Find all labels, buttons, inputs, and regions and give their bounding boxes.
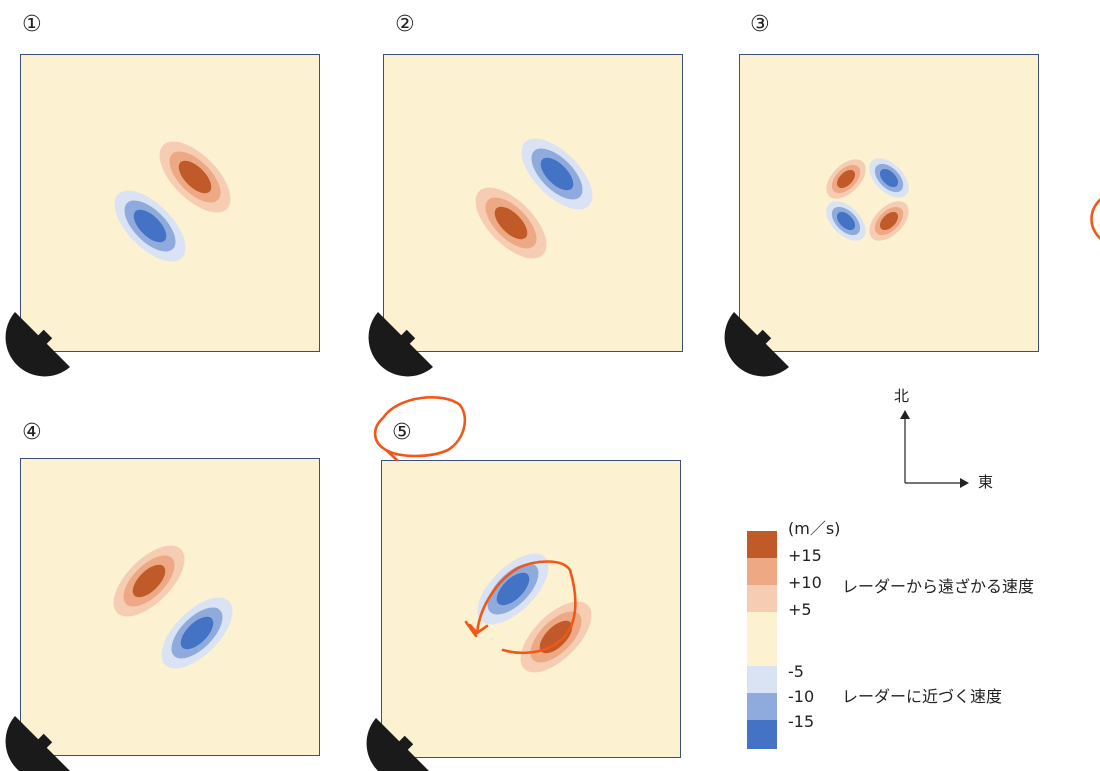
velocity-panel-2 <box>383 54 683 352</box>
panel-label-4: ④ <box>22 420 42 445</box>
radar-dish <box>5 312 70 377</box>
compass-east-label: 東 <box>978 473 994 491</box>
panel-label-2: ② <box>395 12 415 37</box>
legend-swatch-recede-mid <box>747 558 777 585</box>
receding-lobe-contour <box>879 211 899 231</box>
panel-label-5: ⑤ <box>392 420 412 445</box>
receding-lobe <box>159 141 231 213</box>
receding-lobe-contour <box>494 206 528 240</box>
receding-lobe <box>113 545 185 617</box>
approaching-lobe <box>869 158 909 198</box>
radar-feed <box>752 329 772 349</box>
approaching-lobe-contour <box>836 211 856 231</box>
approaching-lobe-contour <box>133 209 167 243</box>
rotation-arrow-annotation <box>464 560 577 655</box>
panel-label-1: ① <box>22 12 42 37</box>
approaching-lobe <box>826 201 866 241</box>
legend-receding-label: レーダーから遠ざかる速度 <box>842 577 1035 596</box>
approaching-lobe-contour <box>496 572 530 606</box>
radar-feed <box>394 735 414 755</box>
velocity-panel-3 <box>739 54 1039 352</box>
legend-approaching-label: レーダーに近づく速度 <box>842 687 1003 706</box>
approaching-lobe-contour <box>879 168 899 188</box>
cropped-annotation <box>1090 198 1100 240</box>
receding-lobe <box>869 201 909 241</box>
compass-arrows <box>900 410 969 488</box>
receding-lobe-contour <box>539 620 573 654</box>
radar-dish <box>368 312 433 377</box>
velocity-panel-5 <box>381 460 681 758</box>
radar-icon <box>5 716 70 771</box>
legend-swatch-approach-mid <box>747 693 777 720</box>
approaching-lobe <box>477 553 549 625</box>
radar-feed <box>33 329 53 349</box>
velocity-pattern <box>114 141 231 262</box>
receding-lobe-contour <box>836 169 856 189</box>
legend-tick: +15 <box>788 546 822 565</box>
legend-swatch-approach-strong <box>747 720 777 749</box>
circle-annotation <box>373 396 467 462</box>
radar-feed <box>33 733 53 753</box>
radar-icon <box>5 312 70 377</box>
legend-unit: (m／s) <box>788 519 841 538</box>
receding-lobe-contour <box>132 564 166 598</box>
radar-icon <box>366 718 429 771</box>
legend-swatch-approach-weak <box>747 666 777 693</box>
radar-icon <box>724 312 789 377</box>
legend-tick: +10 <box>788 573 822 592</box>
radar-feed <box>396 329 416 349</box>
approaching-lobe-contour <box>180 616 214 650</box>
legend-tick: -10 <box>788 687 815 706</box>
receding-lobe <box>826 159 866 199</box>
legend-swatch-recede-strong <box>747 531 777 558</box>
compass-north-label: 北 <box>894 387 910 405</box>
velocity-pattern <box>113 545 233 669</box>
radar-dish <box>724 312 789 377</box>
legend-swatch-recede-weak <box>747 585 777 612</box>
velocity-pattern <box>826 158 909 241</box>
velocity-panel-4 <box>20 458 320 756</box>
receding-lobe <box>475 187 547 259</box>
legend-tick: -5 <box>788 662 804 681</box>
radar-icon <box>368 312 433 377</box>
legend-swatch-background <box>747 612 777 666</box>
receding-lobe-contour <box>178 160 212 194</box>
approaching-lobe <box>521 138 593 210</box>
legend-tick: +5 <box>788 600 812 619</box>
approaching-lobe <box>161 597 233 669</box>
velocity-panel-1 <box>20 54 320 352</box>
velocity-pattern <box>475 138 593 259</box>
approaching-lobe-contour <box>540 157 574 191</box>
panel-label-3: ③ <box>750 12 770 37</box>
legend-tick: -15 <box>788 712 815 731</box>
approaching-lobe <box>114 190 186 262</box>
